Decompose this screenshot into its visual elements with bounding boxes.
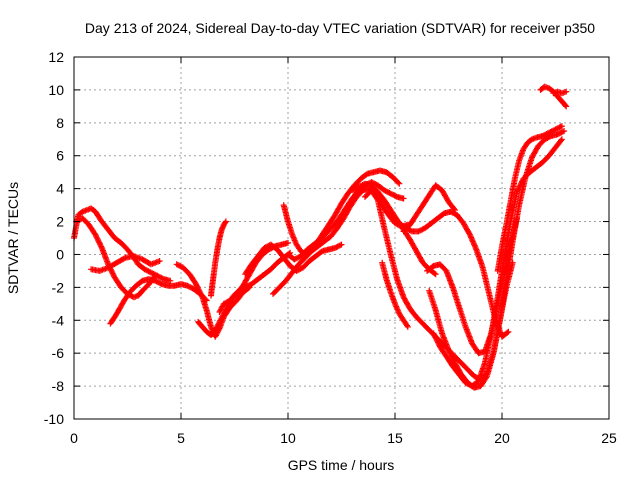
y-tick-label: 4 [56,181,64,197]
y-tick-label: 2 [56,214,64,230]
data-series [280,167,403,258]
x-tick-label: 10 [280,430,296,446]
data-series [208,218,229,299]
data-point [338,241,345,248]
x-tick-labels: 0 5 10 15 20 25 [70,430,617,446]
data-point [557,123,564,130]
data-series [73,215,159,301]
y-tick-label: -4 [52,312,65,328]
x-tick-label: 20 [494,430,510,446]
data-series [71,205,174,284]
axis-ticks [73,56,610,420]
data-series [400,182,458,235]
x-tick-label: 25 [601,430,617,446]
y-tick-label: -10 [44,411,64,427]
data-point [561,128,568,134]
data-point [558,123,565,130]
data-point [396,180,403,187]
data-series [537,83,570,110]
data-marks [71,83,570,391]
data-series [88,253,163,274]
data-point [374,195,381,202]
chart-title: Day 213 of 2024, Sidereal Day-to-day VTE… [85,20,595,36]
y-tick-label: 6 [56,148,64,164]
plot-frame [73,56,610,420]
data-point [121,255,128,262]
y-tick-label: -2 [52,279,65,295]
data-point [156,258,163,264]
x-tick-label: 0 [70,430,78,446]
data-point [404,323,411,330]
grid-lines [74,57,609,419]
y-tick-label: 10 [48,82,64,98]
data-series [430,136,565,390]
data-series [426,128,568,391]
data-point [222,218,229,225]
y-axis-label: SDTVAR / TECUs [5,182,21,294]
x-axis-label: GPS time / hours [288,457,395,473]
data-point [433,337,440,343]
data-point [432,271,439,278]
data-point [559,128,566,135]
data-point [285,239,291,246]
y-tick-label: 8 [56,115,64,131]
data-series [494,123,565,274]
data-point [558,137,564,144]
y-tick-label: -6 [52,345,65,361]
data-point [483,374,490,381]
data-point [505,328,512,335]
y-tick-label: 0 [56,246,64,262]
x-tick-label: 5 [177,430,185,446]
data-point [400,195,407,202]
x-tick-label: 15 [387,430,403,446]
data-point [93,233,99,239]
data-series [379,259,411,330]
data-point [563,103,570,110]
data-point [504,329,511,336]
data-point [451,205,457,212]
data-point [222,219,229,226]
data-point [548,128,555,135]
data-point [558,136,565,143]
data-point [431,270,438,277]
data-series [550,88,570,97]
y-tick-labels: -10 -8 -6 -4 -2 0 2 4 6 8 10 12 [44,49,64,427]
data-point [466,230,473,237]
y-tick-label: -8 [52,378,65,394]
data-point [562,102,569,109]
data-point [451,207,458,213]
y-tick-label: 12 [48,49,64,65]
data-point [395,179,402,186]
data-point [563,88,570,95]
